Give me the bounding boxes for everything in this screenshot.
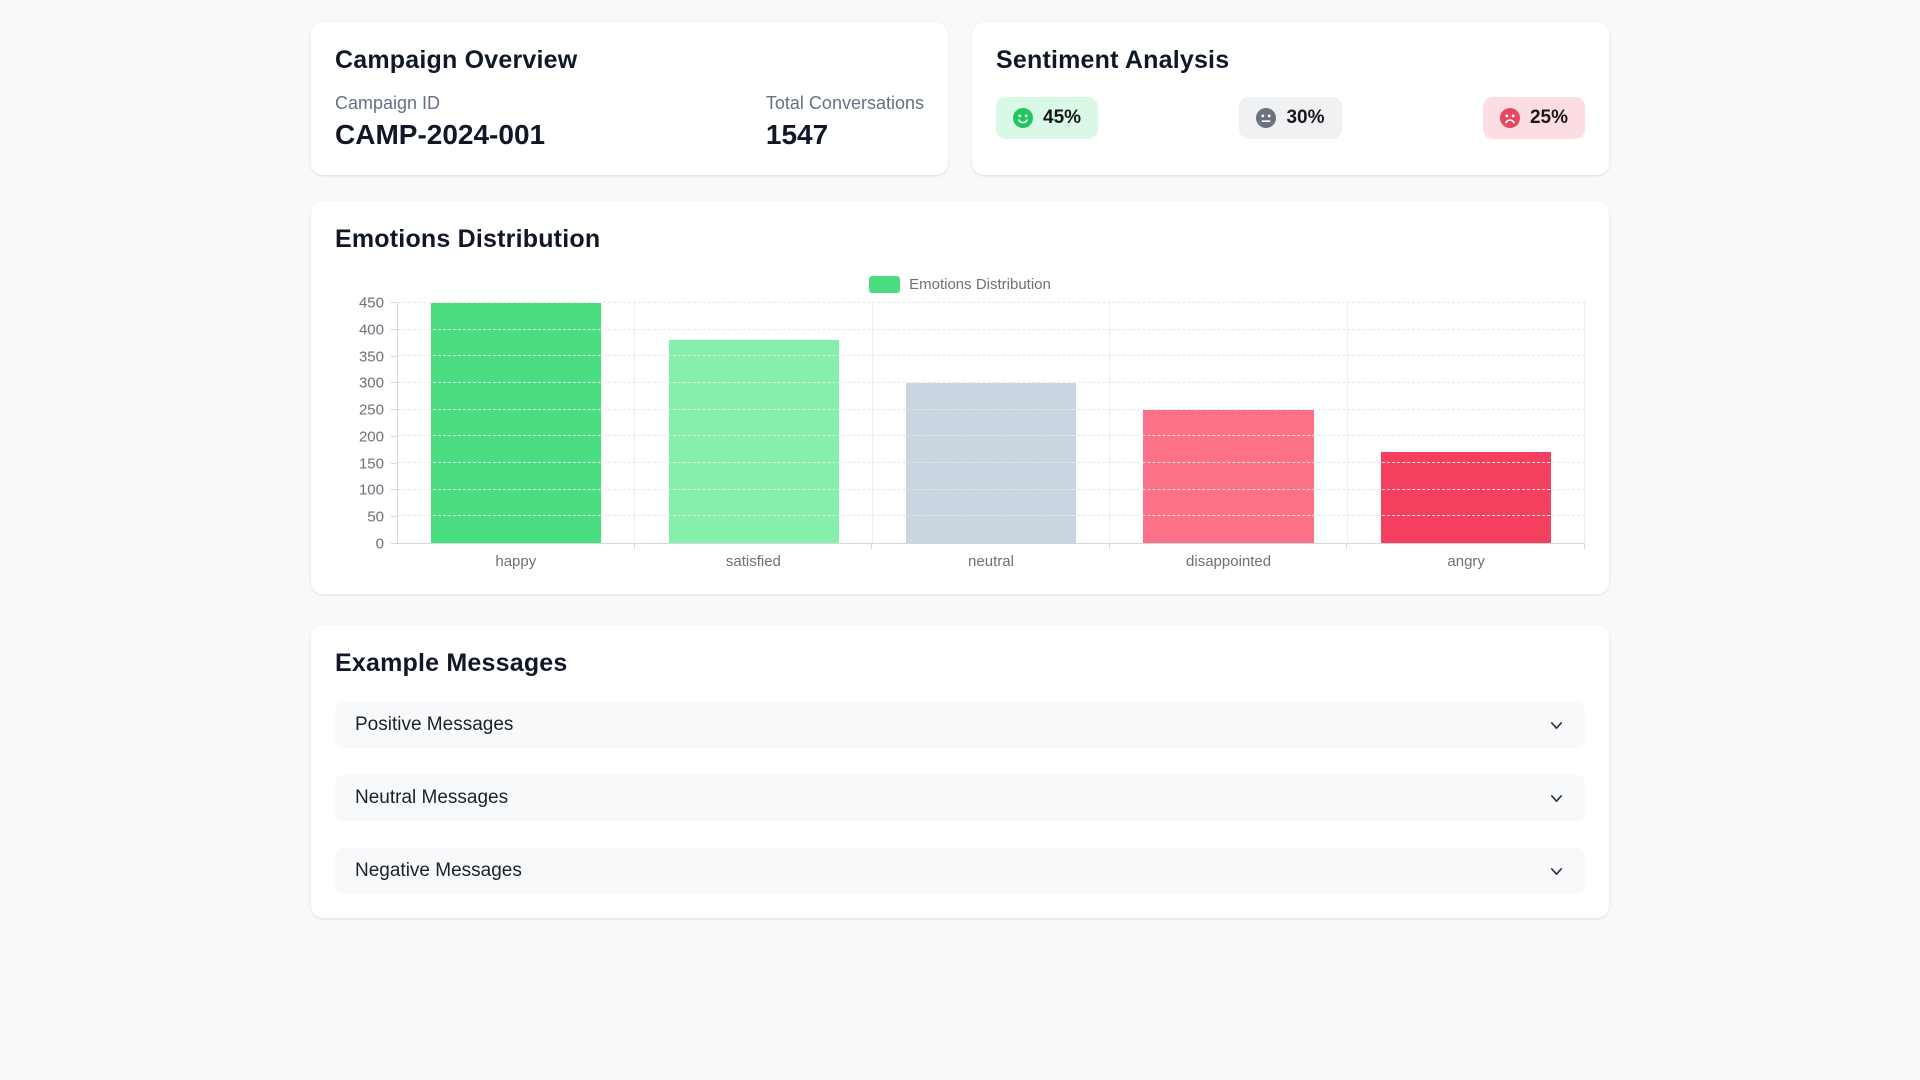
gridline: [398, 408, 1585, 410]
x-axis-label: angry: [1347, 544, 1585, 570]
sentiment-pill: 30%: [1239, 97, 1342, 139]
chart-legend[interactable]: Emotions Distribution: [335, 276, 1585, 293]
negative-percent: 25%: [1529, 107, 1568, 128]
campaign-overview-card: Campaign Overview Campaign ID CAMP-2024-…: [311, 22, 948, 175]
x-axis-label: happy: [397, 544, 635, 570]
y-axis-tick-label: 50: [367, 508, 384, 526]
bar-slot: [1348, 303, 1586, 543]
y-axis-tick: [391, 543, 397, 544]
gridline: [398, 435, 1585, 437]
bar-disappointed[interactable]: [1143, 409, 1314, 543]
y-axis-tick: [391, 516, 397, 518]
bar-slot: [398, 303, 636, 543]
accordion-negative-messages[interactable]: Negative Messages: [335, 848, 1585, 894]
y-axis-tick: [391, 435, 397, 437]
positive-percent: 45%: [1043, 107, 1082, 128]
bar-slot: [1110, 303, 1348, 543]
neutral-percent: 30%: [1286, 107, 1325, 128]
campaign-id-label: Campaign ID: [335, 93, 441, 113]
emotions-distribution-card: Emotions Distribution Emotions Distribut…: [311, 201, 1609, 594]
y-axis-tick: [391, 409, 397, 411]
chevron-down-icon: [1548, 790, 1565, 807]
sentiment-pill: 45%: [996, 97, 1099, 139]
campaign-stats: Campaign ID CAMP-2024-001 Total Conversa…: [335, 93, 924, 151]
y-axis-tick: [391, 489, 397, 491]
gridline: [398, 328, 1585, 330]
smiley-face-icon: [1013, 108, 1033, 128]
accordion-label: Negative Messages: [355, 860, 522, 881]
gridline: [398, 488, 1585, 490]
example-messages-title: Example Messages: [335, 649, 568, 677]
y-axis-tick-label: 350: [358, 348, 384, 366]
chart-slots: [398, 303, 1586, 543]
y-axis-tick-label: 450: [358, 294, 384, 312]
sentiment-analysis-card: Sentiment Analysis 45%: [972, 22, 1609, 175]
bar-slot: [873, 303, 1111, 543]
y-axis: 0 50 100 150 200 250 300 350 400 450: [335, 296, 397, 552]
chevron-down-icon: [1548, 863, 1565, 880]
y-axis-tick: [391, 302, 397, 303]
sentiment-pills: 45% 30%: [996, 97, 1585, 139]
y-axis-tick-label: 300: [358, 374, 384, 392]
example-messages-card: Example Messages Positive Messages Neutr…: [311, 625, 1609, 918]
chevron-down-icon: [1548, 717, 1565, 734]
y-axis-tick-label: 150: [358, 455, 384, 473]
y-axis-tick-label: 200: [358, 428, 384, 446]
y-axis-tick-label: 400: [358, 321, 384, 339]
gridline: [398, 462, 1585, 464]
gridline: [398, 355, 1585, 357]
accordion-neutral-messages[interactable]: Neutral Messages: [335, 775, 1585, 821]
y-axis-tick-label: 100: [358, 481, 384, 499]
dashboard: Campaign Overview Campaign ID CAMP-2024-…: [311, 0, 1609, 918]
legend-label: Emotions Distribution: [909, 276, 1051, 293]
total-conversations-value: 1547: [765, 119, 829, 150]
total-conversations-stat: Total Conversations 1547: [766, 93, 924, 151]
accordion-label: Neutral Messages: [355, 787, 509, 808]
emotions-distribution-title: Emotions Distribution: [335, 225, 601, 253]
chart-plot: [397, 302, 1586, 544]
bar-satisfied[interactable]: [668, 340, 839, 543]
top-row: Campaign Overview Campaign ID CAMP-2024-…: [311, 22, 1609, 175]
accordion-label: Positive Messages: [355, 714, 514, 735]
frown-face-icon: [1499, 108, 1520, 128]
accordion-positive-messages[interactable]: Positive Messages: [335, 702, 1585, 748]
campaign-overview-title: Campaign Overview: [335, 46, 578, 74]
gridline: [398, 515, 1585, 517]
gridline: [398, 382, 1585, 384]
x-axis-label: satisfied: [635, 544, 873, 570]
campaign-id-stat: Campaign ID CAMP-2024-001: [335, 93, 545, 151]
total-conversations-label: Total Conversations: [765, 93, 924, 113]
x-axis: happy satisfied neutral disappointed angry: [397, 544, 1585, 570]
y-axis-tick: [391, 382, 397, 384]
x-axis-label: neutral: [872, 544, 1110, 570]
bar-slot: [635, 303, 873, 543]
sentiment-analysis-title: Sentiment Analysis: [996, 46, 1230, 74]
sentiment-pill: 25%: [1482, 97, 1585, 139]
neutral-face-icon: [1256, 108, 1277, 128]
bar-happy[interactable]: [431, 303, 602, 543]
x-axis-label: disappointed: [1110, 544, 1348, 570]
y-axis-tick-label: 0: [375, 535, 384, 553]
y-axis-tick: [391, 328, 397, 330]
campaign-id-value: CAMP-2024-001: [335, 119, 546, 150]
y-axis-tick-label: 250: [358, 401, 384, 419]
y-axis-tick: [391, 355, 397, 357]
bar-chart: 0 50 100 150 200 250 300 350 400 450: [335, 296, 1586, 552]
gridline: [398, 302, 1585, 303]
y-axis-tick: [391, 462, 397, 464]
bar-angry[interactable]: [1380, 452, 1551, 543]
legend-swatch: [869, 276, 901, 293]
